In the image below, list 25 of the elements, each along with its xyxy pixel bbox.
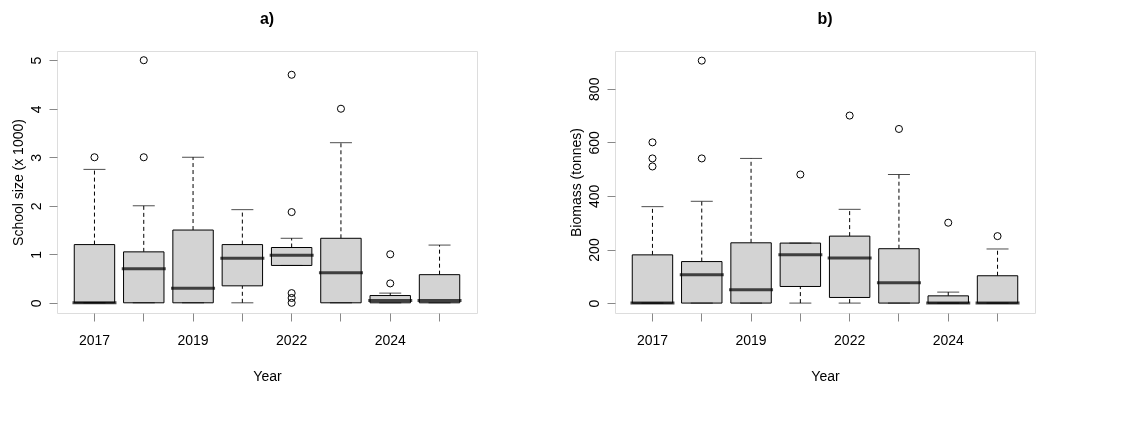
y-tick-label: 800 — [585, 77, 602, 101]
y-axis-title: Biomass (tonnes) — [567, 128, 584, 237]
y-tick-label: 1 — [27, 250, 44, 259]
x-tick-label: 2022 — [834, 331, 866, 348]
chart-title: a) — [259, 10, 275, 27]
x-tick-label: 2017 — [636, 331, 669, 348]
x-tick-label: 2019 — [177, 331, 209, 348]
y-tick-label: 2 — [27, 202, 44, 211]
y-tick-label: 0 — [585, 299, 602, 308]
y-tick-label: 400 — [585, 184, 602, 209]
y-tick-label: 0 — [27, 299, 44, 308]
x-axis-title: Year — [253, 367, 282, 384]
y-tick-label: 3 — [27, 153, 44, 162]
x-tick-label: 2017 — [78, 331, 111, 348]
y-tick-label: 600 — [585, 130, 602, 155]
x-axis-title: Year — [811, 367, 840, 384]
x-tick-label: 2024 — [932, 331, 965, 348]
y-tick-label: 4 — [27, 105, 44, 114]
x-tick-label: 2024 — [374, 331, 407, 348]
y-tick-label: 5 — [27, 56, 44, 65]
x-tick-label: 2019 — [735, 331, 767, 348]
x-tick-label: 2022 — [276, 331, 308, 348]
y-axis-title: School size (x 1000) — [9, 119, 26, 246]
chart-title: b) — [817, 10, 833, 27]
y-tick-label: 200 — [585, 238, 602, 262]
